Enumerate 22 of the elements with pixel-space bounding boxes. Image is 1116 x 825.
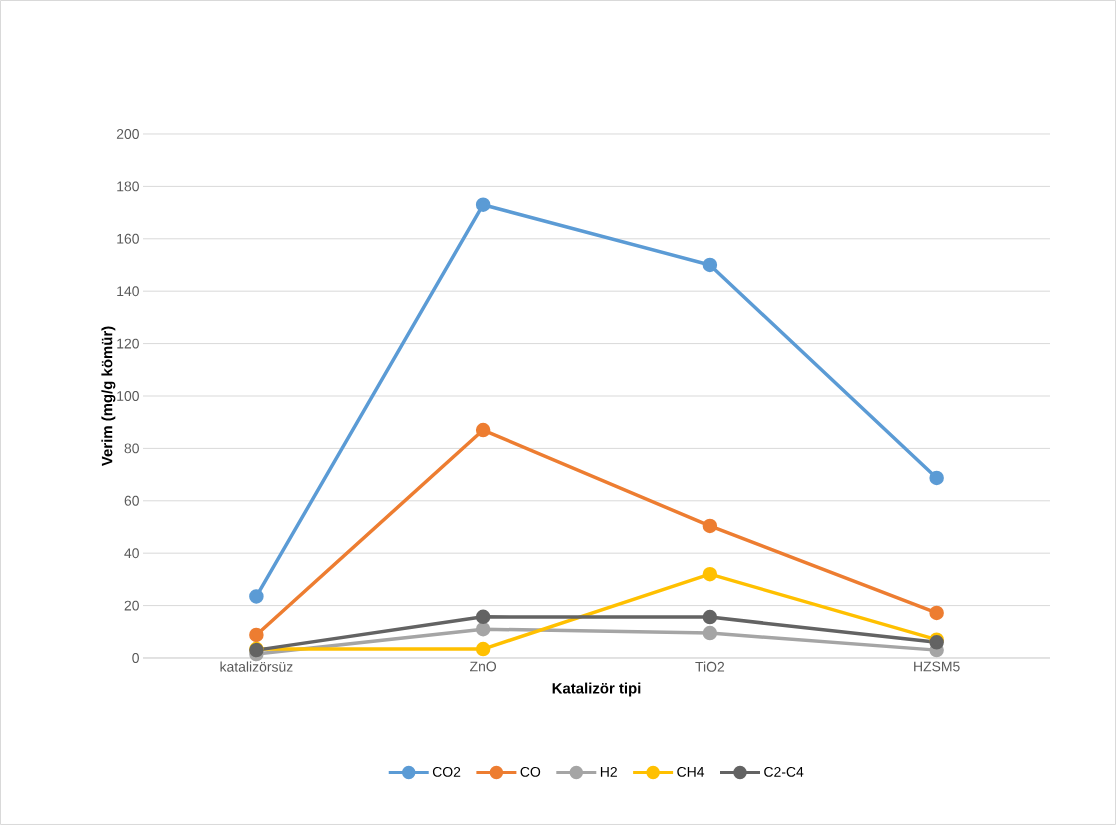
y-axis-title: Verim (mg/g kömür) <box>101 326 116 467</box>
y-tick-label: 80 <box>124 443 139 454</box>
y-tick-label: 200 <box>116 129 139 139</box>
x-tick-label: TiO2 <box>695 661 725 672</box>
x-tick-label: ZnO <box>470 661 497 672</box>
x-tick-label: HZSM5 <box>914 661 960 672</box>
y-tick-label: 120 <box>117 338 139 349</box>
y-tick-label: 140 <box>117 286 139 297</box>
y-tick-label: 20 <box>124 600 139 611</box>
x-tick-label: katalizörsüz <box>220 661 293 672</box>
y-tick-label: 180 <box>117 181 139 192</box>
legend-label: C2-C4 <box>764 766 804 777</box>
legend-label: CO <box>520 766 541 777</box>
y-tick-label: 60 <box>124 495 139 506</box>
legend-label: CO2 <box>432 766 461 777</box>
y-tick-label: 160 <box>117 233 139 244</box>
legend-label: H2 <box>600 766 617 777</box>
y-tick-label: 40 <box>124 548 139 559</box>
y-tick-label: 0 <box>132 653 139 663</box>
x-axis-title: Katalizör tipi <box>552 682 641 697</box>
y-tick-label: 100 <box>117 391 139 401</box>
legend-label: CH4 <box>677 766 705 777</box>
